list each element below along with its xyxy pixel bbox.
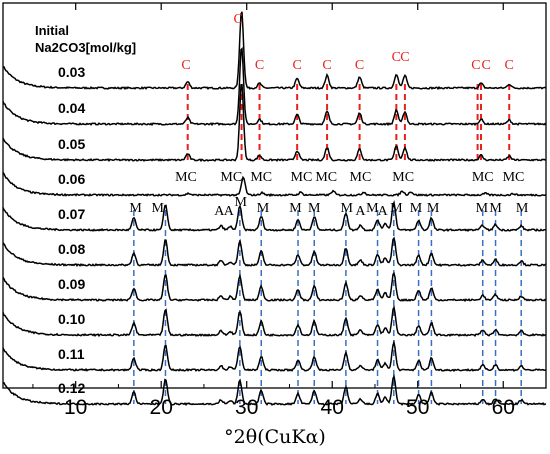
xrd-trace	[2, 171, 547, 198]
peak-annotation: MC	[220, 170, 242, 185]
plot-frame	[2, 2, 547, 389]
xrd-trace	[2, 236, 547, 268]
xrd-trace	[2, 339, 547, 372]
peak-annotation: M	[289, 201, 302, 216]
series-label: 0.05	[58, 136, 85, 152]
peak-annotation: M	[390, 201, 403, 216]
xrd-trace	[2, 83, 547, 163]
peak-annotation: C	[355, 58, 364, 73]
series-label: 0.11	[58, 346, 85, 362]
peak-annotation: A	[214, 204, 225, 219]
peak-annotation: MC	[291, 170, 313, 185]
peak-annotation: C	[505, 58, 514, 73]
peak-annotation: M	[308, 201, 321, 216]
peak-annotation: MC	[503, 170, 525, 185]
peak-annotation: MC	[315, 170, 337, 185]
x-tick-label: 30	[235, 396, 258, 419]
peak-annotation: M	[129, 201, 142, 216]
x-axis-ticks: 10 20 30 40 50 60	[32, 3, 547, 419]
peak-annotation: C	[392, 50, 401, 65]
legend-title-line2: Na2CO3[mol/kg]	[35, 40, 136, 55]
peak-annotation: M	[341, 201, 354, 216]
peak-annotation: M	[152, 201, 165, 216]
series-label: 0.07	[58, 206, 85, 222]
xrd-trace	[2, 374, 547, 406]
x-tick-label: 10	[64, 396, 87, 419]
peak-annotation: M	[410, 201, 423, 216]
peak-annotation: A	[355, 204, 366, 219]
peak-annotation: C	[481, 58, 490, 73]
xrd-patterns	[2, 11, 547, 406]
peak-annotation: MC	[350, 170, 372, 185]
peak-annotation: MC	[392, 170, 414, 185]
peak-annotation: C	[255, 58, 264, 73]
legend-title-line1: Initial	[35, 23, 69, 38]
series-labels: 0.030.040.050.060.070.080.090.100.110.12	[58, 64, 85, 396]
peak-annotation: M	[516, 201, 529, 216]
x-tick-label: 50	[406, 396, 429, 419]
peak-annotations: CCC C C CC CC C CMC MC MC MC MC MC MC MC MCM M A AM M M M M A M…	[129, 12, 529, 219]
peak-annotation: A	[378, 204, 389, 219]
peak-annotation: C	[233, 12, 242, 27]
peak-annotation: MC	[472, 170, 494, 185]
series-label: 0.04	[58, 100, 85, 116]
peak-annotation: M	[234, 195, 247, 210]
peak-annotation: M	[489, 201, 502, 216]
reference-lines	[133, 84, 522, 404]
xrd-trace	[2, 271, 547, 303]
peak-annotation: MC	[250, 170, 272, 185]
peak-annotation: M	[257, 201, 270, 216]
xrd-trace	[2, 199, 547, 233]
peak-annotation: C	[292, 58, 301, 73]
xrd-trace	[2, 46, 547, 127]
series-label: 0.10	[58, 311, 85, 327]
peak-annotation: M	[366, 201, 379, 216]
peak-annotation: C	[322, 58, 331, 73]
peak-annotation: A	[224, 204, 235, 219]
peak-annotation: C	[181, 58, 190, 73]
series-label: 0.06	[58, 171, 85, 187]
x-tick-label: 60	[492, 396, 515, 419]
peak-annotation: M	[427, 201, 440, 216]
x-axis-label: °2θ(CuKα)	[224, 426, 326, 448]
x-tick-label: 40	[321, 396, 344, 419]
peak-annotation: C	[400, 50, 409, 65]
series-label: 0.08	[58, 241, 85, 257]
series-label: 0.03	[58, 64, 85, 80]
peak-annotation: M	[476, 201, 489, 216]
x-tick-label: 20	[150, 396, 173, 419]
xrd-trace	[2, 11, 547, 91]
peak-annotation: C	[471, 58, 480, 73]
peak-annotation: MC	[175, 170, 197, 185]
series-label: 0.09	[58, 276, 85, 292]
xrd-trace	[2, 304, 547, 338]
